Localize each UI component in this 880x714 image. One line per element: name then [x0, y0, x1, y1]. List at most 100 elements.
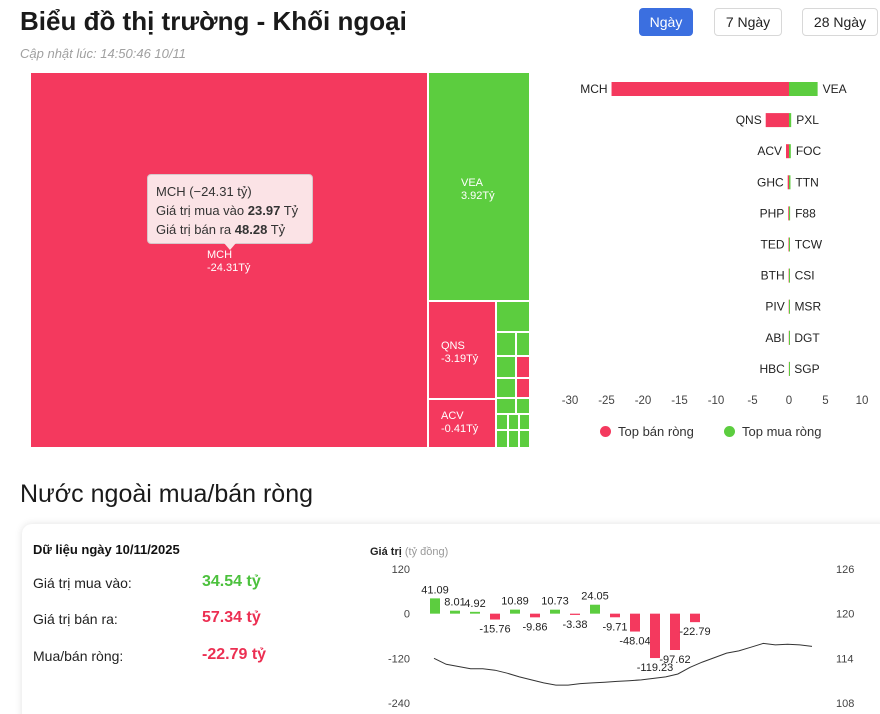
sell-category-label: GHC	[757, 175, 784, 189]
buy-bar-csi[interactable]	[789, 268, 790, 283]
net-bar-value-label: -22.79	[679, 626, 710, 638]
net-bar[interactable]	[490, 613, 500, 620]
tile-small[interactable]	[508, 430, 519, 448]
tile-small[interactable]	[496, 378, 516, 398]
tile-small[interactable]	[519, 430, 530, 448]
tile-small[interactable]	[519, 414, 530, 430]
tile-small[interactable]	[496, 301, 530, 332]
tile-small[interactable]	[496, 356, 516, 378]
net-bar[interactable]	[530, 613, 540, 618]
top-net-bar-chart: MCH VEA QNS PXL ACV FOC GHC TTN PHP F88 TED TCW BTH C…	[562, 82, 868, 407]
net-bar[interactable]	[630, 613, 640, 632]
net-bar[interactable]	[570, 613, 580, 615]
legend-buy[interactable]: Top mua ròng	[724, 424, 822, 439]
sell-category-label: BTH	[761, 269, 785, 283]
sell-bar-ghc[interactable]	[787, 175, 789, 190]
legend-sell[interactable]: Top bán ròng	[600, 424, 694, 439]
buy-bar-dgt[interactable]	[789, 330, 790, 345]
sell-category-label: ACV	[757, 144, 782, 158]
sell-bar-qns[interactable]	[765, 113, 789, 128]
sell-bar-ted[interactable]	[788, 237, 790, 252]
net-bar-value-label: 4.92	[464, 598, 485, 610]
sell-category-label: MCH	[580, 82, 607, 96]
tooltip-buy-value: 23.97	[247, 203, 281, 218]
stat-buy-value: 34.54 tỷ	[202, 573, 261, 590]
net-bar[interactable]	[670, 613, 680, 651]
buy-bar-foc[interactable]	[789, 144, 791, 159]
buy-category-label: F88	[795, 206, 816, 220]
tile-vea-value: 3.92Tỷ	[461, 190, 495, 202]
tile-small[interactable]	[496, 430, 508, 448]
y2-tick-label: 126	[836, 564, 854, 576]
net-bar-value-label: -97.62	[659, 654, 690, 666]
buy-category-label: DGT	[794, 331, 820, 345]
x-tick-label: -15	[671, 395, 688, 407]
tab-28-days[interactable]: 28 Ngày	[802, 8, 878, 36]
stat-net-label: Mua/bán ròng:	[33, 648, 124, 664]
tile-mch[interactable]: MCH -24.31Tỷ	[30, 72, 428, 448]
net-bar[interactable]	[610, 613, 620, 618]
buy-bar-vea[interactable]	[789, 82, 818, 96]
y2-tick-label: 120	[836, 609, 854, 621]
stat-buy-label: Giá trị mua vào:	[33, 575, 132, 591]
net-value-chart: Giá trị (tỷ đồng) 120 0 -120 -240 126 120 114 10…	[370, 546, 854, 710]
net-bar-value-label: 24.05	[581, 591, 609, 603]
tooltip-arrow	[224, 243, 236, 250]
net-bar[interactable]	[650, 613, 660, 659]
x-tick-label: -30	[562, 395, 579, 407]
stat-net-value: -22.79 tỷ	[202, 646, 267, 663]
stat-sell-value: 57.34 tỷ	[202, 609, 261, 626]
net-bar[interactable]	[450, 610, 460, 614]
buy-bar-pxl[interactable]	[789, 113, 792, 128]
tile-vea[interactable]: VEA 3.92Tỷ	[428, 72, 530, 301]
buy-category-label: CSI	[795, 269, 815, 283]
tile-small[interactable]	[496, 332, 516, 356]
net-bar[interactable]	[550, 609, 560, 614]
tile-small[interactable]	[516, 332, 530, 356]
tab-7-days[interactable]: 7 Ngày	[714, 8, 782, 36]
tooltip-sell-value: 48.28	[234, 222, 268, 237]
tile-small[interactable]	[508, 414, 519, 430]
tile-small[interactable]	[516, 398, 530, 414]
buy-category-label: MSR	[794, 300, 821, 314]
tile-vea-name: VEA	[461, 177, 484, 189]
tile-acv[interactable]: ACV -0.41Tỷ	[428, 399, 496, 448]
sell-bar-acv[interactable]	[786, 144, 789, 159]
tile-small[interactable]	[516, 378, 530, 398]
legend-buy-label: Top mua ròng	[742, 424, 822, 439]
tile-qns[interactable]: QNS -3.19Tỷ	[428, 301, 496, 399]
treemap-chart: MCH -24.31Tỷ VEA 3.92Tỷ QNS -3.19Tỷ ACV …	[30, 72, 530, 448]
y-tick-label: -240	[388, 698, 410, 710]
tab-day[interactable]: Ngày	[639, 8, 693, 36]
tile-acv-value: -0.41Tỷ	[441, 423, 479, 435]
net-bar[interactable]	[430, 598, 440, 614]
y-tick-label: -120	[388, 653, 410, 665]
tile-acv-name: ACV	[441, 410, 464, 422]
x-tick-label: 0	[786, 395, 792, 407]
tile-small[interactable]	[516, 356, 530, 378]
buy-bar-tcw[interactable]	[789, 237, 790, 252]
tile-small[interactable]	[496, 398, 516, 414]
net-bar[interactable]	[510, 609, 520, 614]
net-bar[interactable]	[690, 613, 700, 623]
buy-bar-ttn[interactable]	[789, 175, 791, 190]
buy-category-label: VEA	[823, 82, 847, 96]
legend-sell-dot	[600, 426, 611, 437]
sell-bar-mch[interactable]	[611, 82, 789, 96]
net-bar[interactable]	[470, 611, 480, 614]
section-title: Nước ngoài mua/bán ròng	[20, 480, 314, 508]
tile-qns-name: QNS	[441, 340, 465, 352]
net-bar-value-label: -9.86	[522, 621, 547, 633]
tooltip-sell-row: Giá trị bán ra 48.28 Tỷ	[156, 222, 286, 237]
net-bar-value-label: -15.76	[479, 624, 510, 636]
buy-bar-f88[interactable]	[789, 206, 791, 221]
buy-bar-sgp[interactable]	[789, 361, 790, 376]
tile-small[interactable]	[496, 414, 508, 430]
sell-bar-php[interactable]	[788, 206, 790, 221]
sell-category-label: HBC	[760, 362, 786, 376]
buy-bar-msr[interactable]	[789, 299, 790, 314]
net-bar-value-label: 41.09	[421, 584, 449, 596]
net-bar-value-label: -48.04	[619, 636, 650, 648]
sell-category-label: QNS	[736, 113, 762, 127]
net-bar[interactable]	[590, 604, 600, 614]
